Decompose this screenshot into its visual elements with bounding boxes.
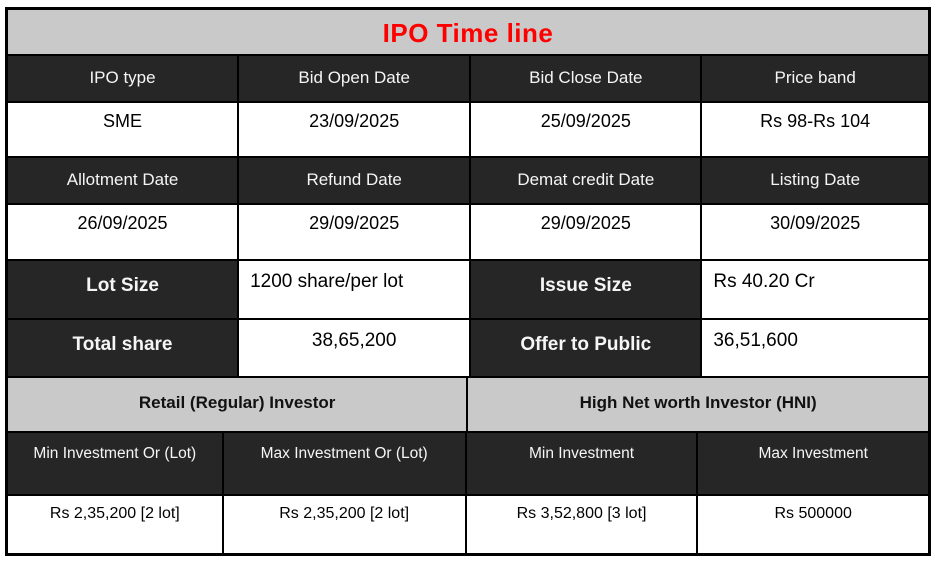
header-bid-close-date: Bid Close Date xyxy=(471,56,701,101)
value-row-dates-2: 26/09/2025 29/09/2025 29/09/2025 30/09/2… xyxy=(8,205,928,259)
header-refund-date: Refund Date xyxy=(239,158,470,203)
section-hni-investor: High Net worth Investor (HNI) xyxy=(468,378,928,431)
header-bid-open-date: Bid Open Date xyxy=(239,56,470,101)
lot-issue-row: Lot Size 1200 share/per lot Issue Size R… xyxy=(8,261,928,318)
label-offer-to-public: Offer to Public xyxy=(471,320,701,376)
table-title: IPO Time line xyxy=(8,10,928,54)
header-allotment-date: Allotment Date xyxy=(8,158,238,203)
label-issue-size: Issue Size xyxy=(471,261,701,318)
ipo-timeline-table: IPO Time line IPO type Bid Open Date Bid… xyxy=(5,7,931,556)
value-max-investment-retail: Rs 2,35,200 [2 lot] xyxy=(223,496,465,553)
header-max-investment-hni: Max Investment xyxy=(698,433,928,494)
value-row-investment: Rs 2,35,200 [2 lot] Rs 2,35,200 [2 lot] … xyxy=(8,496,928,553)
title-row: IPO Time line xyxy=(8,10,928,54)
value-row-dates-1: SME 23/09/2025 25/09/2025 Rs 98-Rs 104 xyxy=(8,103,928,156)
label-lot-size: Lot Size xyxy=(8,261,238,318)
total-offer-row: Total share 38,65,200 Offer to Public 36… xyxy=(8,320,928,376)
header-row-investment: Min Investment Or (Lot) Max Investment O… xyxy=(8,433,928,494)
value-price-band: Rs 98-Rs 104 xyxy=(702,103,928,156)
header-row-dates-1: IPO type Bid Open Date Bid Close Date Pr… xyxy=(8,56,928,101)
header-listing-date: Listing Date xyxy=(702,158,928,203)
value-bid-open-date: 23/09/2025 xyxy=(239,103,470,156)
value-lot-size: 1200 share/per lot xyxy=(239,261,470,318)
header-row-dates-2: Allotment Date Refund Date Demat credit … xyxy=(8,158,928,203)
value-max-investment-hni: Rs 500000 xyxy=(698,496,928,553)
section-retail-investor: Retail (Regular) Investor xyxy=(8,378,467,431)
value-issue-size: Rs 40.20 Cr xyxy=(702,261,928,318)
value-demat-credit-date: 29/09/2025 xyxy=(471,205,701,259)
value-min-investment-retail: Rs 2,35,200 [2 lot] xyxy=(8,496,222,553)
value-listing-date: 30/09/2025 xyxy=(702,205,928,259)
value-total-share: 38,65,200 xyxy=(239,320,470,376)
header-min-investment-hni: Min Investment xyxy=(466,433,697,494)
header-min-investment-retail: Min Investment Or (Lot) xyxy=(8,433,222,494)
value-offer-to-public: 36,51,600 xyxy=(702,320,928,376)
label-total-share: Total share xyxy=(8,320,238,376)
value-bid-close-date: 25/09/2025 xyxy=(471,103,701,156)
value-ipo-type: SME xyxy=(8,103,238,156)
header-max-investment-retail: Max Investment Or (Lot) xyxy=(223,433,465,494)
value-refund-date: 29/09/2025 xyxy=(239,205,470,259)
header-price-band: Price band xyxy=(702,56,928,101)
investor-section-row: Retail (Regular) Investor High Net worth… xyxy=(8,378,928,431)
value-allotment-date: 26/09/2025 xyxy=(8,205,238,259)
header-ipo-type: IPO type xyxy=(8,56,238,101)
value-min-investment-hni: Rs 3,52,800 [3 lot] xyxy=(466,496,697,553)
header-demat-credit-date: Demat credit Date xyxy=(471,158,701,203)
